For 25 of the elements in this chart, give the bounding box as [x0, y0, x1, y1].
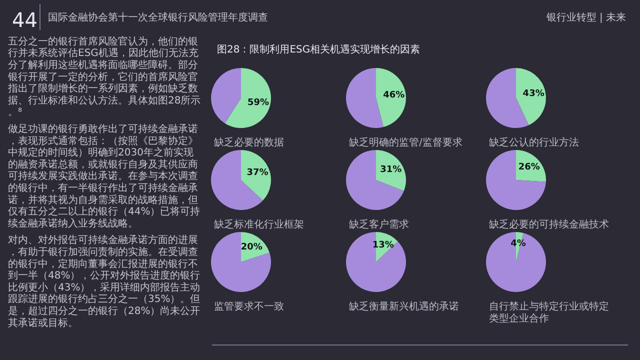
data-label: 59% [248, 98, 270, 108]
data-label: 46% [383, 90, 405, 101]
data-label: 4% [510, 239, 526, 250]
text: 银行业转型 | 未来 [545, 12, 626, 24]
text: 图28：限制利用ESG相关机遇实现增长的因素 [217, 44, 420, 56]
data-label: 26% [518, 162, 540, 173]
text: 国际金融协会第十一次全球银行风险管理年度调查 [48, 12, 268, 24]
text: 44 [12, 8, 38, 32]
text: 缺乏标准化行业框架 [214, 218, 304, 230]
text: 对内、对外报告可持续金融承诺方面的进展，有助于银行加强问责制的实施。在受调查的银行中，定期向董事会汇报进展的银行不到一半（48%），公开对外报告进度的银行比例更小（43%），采用详细内部报告主动跟踪进展的银行约占三分之一（35%）。但是，超过四分之一的银行（28%）尚未公开其承诺或目标。 [8, 234, 200, 329]
text: 做足功课的银行勇敢作出了可持续金融承诺，表现形式通常包括：（按照《巴黎协定》中规定的时间线）明确到2030年之前实现的融资承诺总额，或就银行自身及其供应商可持续发展实践做出承诺。在参与本次调查的银行中，有一半银行作出了可持续金融承诺，并将其视为自身需采取的战略措施，但仅有五分之二以上的银行（44%）已将可持续金融承诺纳入业务线战略。 [8, 124, 200, 230]
text: 缺乏衡量新兴机遇的承诺 [349, 300, 459, 312]
text: 五分之一的银行首席风险官认为，他们的银行并未系统评估ESG机遇，因此他们无法充分了解利用这些机遇将面临哪些障碍。部分银行开展了一定的分析，它们的首席风险官指出了限制增长的一系列因素，例如缺乏数据、行业标准和公认方法。具体如图28所示。⁸ [7, 35, 201, 118]
text: 缺乏必要的数据 [214, 136, 284, 148]
data-label: 31% [380, 164, 402, 175]
data-label: 37% [246, 168, 268, 178]
data-label: 43% [522, 89, 544, 100]
data-label: 20% [240, 242, 262, 252]
data-label: 13% [372, 240, 394, 250]
text: 缺乏必要的可持续金融技术 [489, 218, 609, 230]
text: 自行禁止与特定行业或特定类型企业合作 [489, 300, 609, 324]
text: 监管要求不一致 [214, 300, 284, 312]
text: 缺乏公认的行业方法 [489, 136, 579, 148]
text: 缺乏客户需求 [349, 218, 409, 230]
text: 缺乏明确的监管/监督要求 [349, 136, 462, 148]
